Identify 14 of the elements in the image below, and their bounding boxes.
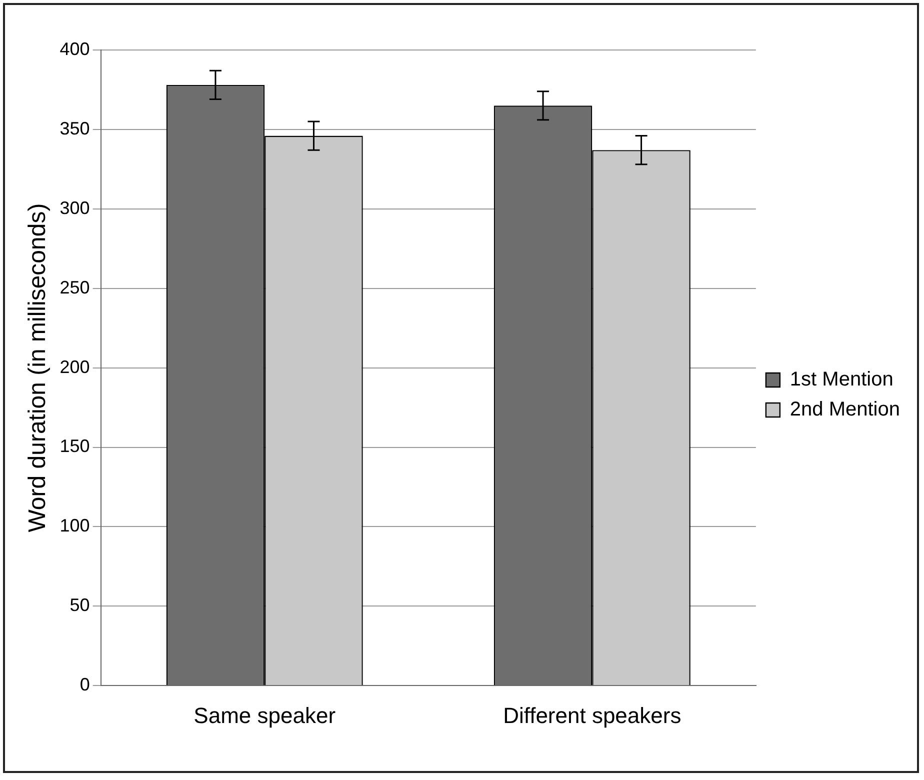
y-tick-label: 150 [60, 436, 90, 456]
y-tick-label: 350 [60, 118, 90, 138]
x-tick-label: Same speaker [194, 702, 336, 728]
legend-label: 2nd Mention [790, 398, 900, 421]
y-tick-label: 100 [60, 516, 90, 536]
x-tick-label: Different speakers [503, 702, 682, 728]
y-axis-title: Word duration (in milliseconds) [24, 203, 52, 532]
y-tick-label: 300 [60, 198, 90, 218]
legend-label: 1st Mention [790, 368, 894, 391]
y-tick-label: 400 [60, 38, 90, 59]
y-tick-label: 200 [60, 356, 90, 377]
y-tick-label: 0 [80, 674, 90, 695]
y-tick-label: 50 [70, 595, 90, 616]
y-tick-label: 250 [60, 277, 90, 298]
